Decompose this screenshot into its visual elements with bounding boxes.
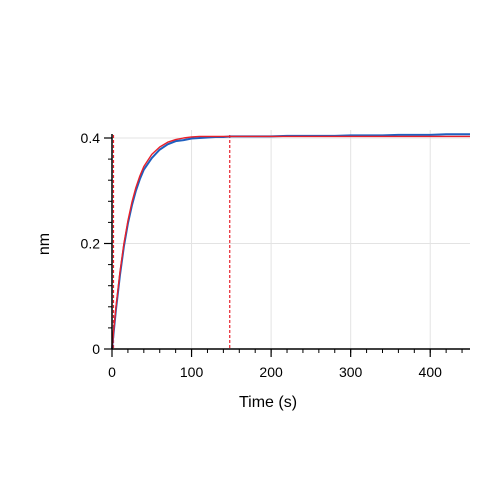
x-tick-label: 300	[339, 364, 363, 380]
labels: Time (s) nm	[36, 233, 297, 411]
series-line	[111, 135, 470, 350]
x-axis-label: Time (s)	[239, 394, 297, 411]
y-axis-label: nm	[36, 233, 53, 255]
ticks: 0 100 200 300 400 0 0.2 0.4	[81, 130, 463, 380]
axes	[111, 134, 470, 350]
reference-lines	[112, 135, 231, 349]
y-tick-label: 0.2	[81, 236, 101, 252]
grid	[112, 130, 470, 349]
x-tick-label: 200	[259, 364, 283, 380]
y-tick-label: 0.4	[81, 130, 101, 146]
x-tick-label: 100	[180, 364, 204, 380]
x-tick-label: 400	[419, 364, 443, 380]
series-group	[111, 133, 470, 350]
x-tick-label: 0	[108, 364, 116, 380]
y-tick-label: 0	[92, 341, 100, 357]
